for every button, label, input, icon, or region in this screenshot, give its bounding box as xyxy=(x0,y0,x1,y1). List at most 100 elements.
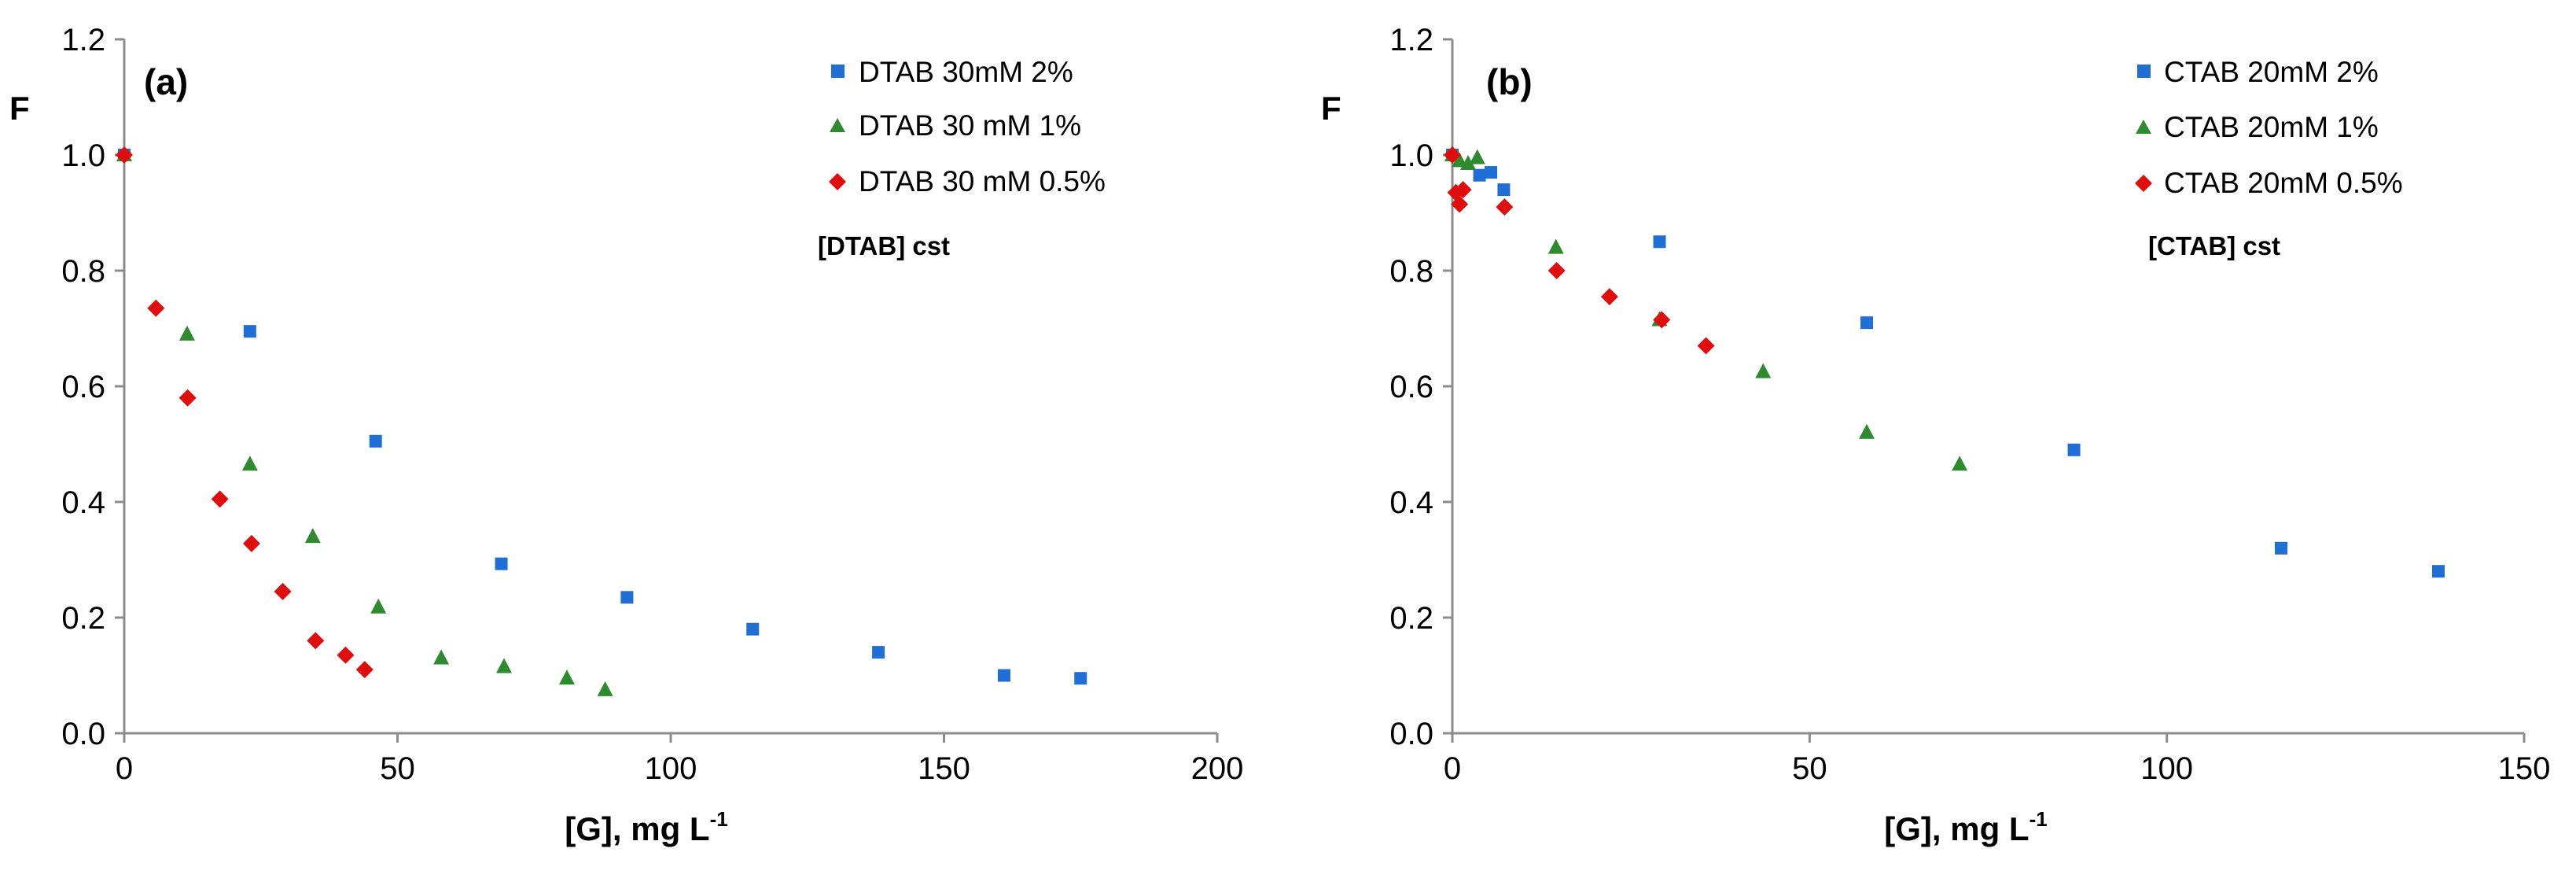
panel-b-series-1-point xyxy=(1653,235,1666,249)
panel-b-series-3-point xyxy=(1697,337,1715,355)
panel-b-series-1-point xyxy=(1485,166,1498,179)
panel-b-series-3-point xyxy=(1547,262,1566,279)
panel-b-x-tick-label: 50 xyxy=(1792,751,1827,786)
panel-a-series-2-point xyxy=(597,681,613,696)
panel-b-x-axis-title-sup: -1 xyxy=(2030,807,2048,831)
panel-a-x-tick-label: 50 xyxy=(380,751,415,786)
panel-a-series-1-point xyxy=(872,646,885,659)
panel-a-y-tick-label: 1.0 xyxy=(61,138,105,173)
panel-b-series-3-point xyxy=(1496,198,1514,216)
panel-a-y-tick-label: 0.6 xyxy=(61,370,105,404)
legend-marker-square-a xyxy=(831,65,845,78)
legend-marker-diamond-a xyxy=(829,173,846,190)
panel-b-series-1-point xyxy=(2431,565,2445,578)
panel-b-series-2-point xyxy=(1452,152,1468,168)
panel-a-series-3-point xyxy=(116,146,133,164)
panel-b-series-2-point xyxy=(1859,423,1875,439)
panel-b-y-tick-label: 0.0 xyxy=(1389,717,1433,751)
panel-a-y-axis-title: F xyxy=(9,90,30,127)
panel-a-x-axis-title: [G], mg L-1 xyxy=(565,807,727,847)
panel-a-x-tick-label: 0 xyxy=(116,751,133,786)
panel-b-legend-entry-2: CTAB 20mM 1% xyxy=(2164,111,2379,143)
panel-a-y-tick-label: 0.8 xyxy=(61,254,105,289)
panel-a-series-2-point xyxy=(496,658,513,673)
panel-b-y-tick-label: 0.4 xyxy=(1389,485,1433,520)
panel-a-series-1-point xyxy=(1074,672,1087,685)
panel-b-y-tick-label: 0.8 xyxy=(1389,254,1433,289)
panel-b-y-tick-label: 0.2 xyxy=(1389,601,1433,636)
panel-a-series-2-point xyxy=(178,325,195,341)
panel-b-x-tick-label: 150 xyxy=(2498,751,2551,786)
panel-b-label: (b) xyxy=(1486,61,1533,102)
panel-a-annotation: [DTAB] cst xyxy=(818,231,950,260)
panel-a-x-tick-label: 200 xyxy=(1191,751,1244,786)
panel-a-series-1-point xyxy=(620,591,634,604)
panel-b-series-2-point xyxy=(1547,238,1564,254)
panel-a-series-2-point xyxy=(304,528,321,544)
panel-a-x-tick-label: 150 xyxy=(918,751,970,786)
panel-b-series-3-point xyxy=(1451,195,1469,213)
panel-a-series-1-point xyxy=(243,325,256,338)
panel-b-marks xyxy=(1444,146,2445,578)
panel-a-series-3-point xyxy=(274,582,292,600)
panel-a-legend: DTAB 30mM 2% DTAB 30 mM 1% DTAB 30 mM 0.… xyxy=(829,56,1106,197)
panel-a-axes: 0.0 0.2 0.4 0.6 0.8 1.0 1.2 0 50 100 150 200 xyxy=(61,23,1243,786)
panel-a-series-2-point xyxy=(370,598,387,614)
panel-a-series-2-point xyxy=(241,456,258,471)
chart-panel-a: 0.00.20.40.60.81.01.20 50 100 150 200 (a) F … xyxy=(0,0,1288,878)
panel-b-legend-entry-3: CTAB 20mM 0.5% xyxy=(2164,167,2403,199)
panel-a-y-tick-label: 0.0 xyxy=(61,717,105,751)
panel-b-y-tick-label: 0.6 xyxy=(1389,370,1433,404)
panel-b-y-tick-label: 1.2 xyxy=(1389,23,1433,57)
panel-b-series-3-point xyxy=(1454,181,1472,199)
legend-marker-diamond-b xyxy=(2135,175,2152,192)
panel-a-marks xyxy=(116,146,1087,696)
panel-b-y-axis-title: F xyxy=(1321,90,1341,127)
panel-a-series-3-point xyxy=(355,661,374,679)
panel-a-y-tick-label: 0.4 xyxy=(61,485,105,520)
panel-a-series-2-point xyxy=(558,670,575,685)
panel-b-x-tick-label: 0 xyxy=(1444,751,1461,786)
panel-b-series-1-point xyxy=(1497,183,1511,197)
panel-b-series-3-point xyxy=(1600,288,1618,306)
panel-a-legend-entry-2: DTAB 30 mM 1% xyxy=(859,109,1081,142)
panel-a-series-1-point xyxy=(746,622,760,636)
panel-b-series-1-point xyxy=(2067,443,2081,456)
panel-a-series-1-point xyxy=(997,669,1010,682)
panel-a-y-tick-label: 1.2 xyxy=(61,23,105,57)
legend-marker-square-b xyxy=(2137,65,2151,78)
panel-a-background xyxy=(0,0,1288,878)
panel-a-series-3-point xyxy=(337,646,355,664)
panel-a-x-axis-title-main: [G], mg L xyxy=(565,810,709,847)
panel-a-series-2-point xyxy=(433,649,450,665)
panel-b-series-2-point xyxy=(1952,456,1968,471)
panel-b-series-2-point xyxy=(1459,155,1476,171)
panel-a-series-3-point xyxy=(307,632,325,650)
panel-a-series-3-point xyxy=(147,299,165,317)
panel-a-x-axis-title-sup: -1 xyxy=(710,807,728,831)
panel-b-axes: 0.0 0.2 0.4 0.6 0.8 1.0 1.2 0 50 100 150 xyxy=(1389,23,2550,786)
panel-b-series-1-point xyxy=(1473,168,1486,182)
panel-b-x-tick-label: 100 xyxy=(2140,751,2193,786)
panel-a-series-3-point xyxy=(178,389,197,407)
legend-marker-triangle-b xyxy=(2136,120,2151,134)
panel-b-series-2-point xyxy=(1755,363,1772,378)
panel-b-series-1-point xyxy=(1860,316,1874,330)
panel-a-series-3-point xyxy=(242,534,260,552)
panel-b-x-axis-title-main: [G], mg L xyxy=(1884,810,2029,847)
panel-a-legend-entry-1: DTAB 30mM 2% xyxy=(859,56,1073,88)
panel-a-label: (a) xyxy=(144,61,188,102)
panel-b-legend-entry-1: CTAB 20mM 2% xyxy=(2164,56,2379,88)
panel-a-y-tick-label: 0.2 xyxy=(61,601,105,636)
panel-b-series-3-point xyxy=(1444,146,1461,164)
panel-b-series-2-point xyxy=(1469,149,1485,164)
legend-marker-triangle-a xyxy=(830,118,845,132)
panel-b-series-3-point xyxy=(1653,311,1671,329)
panel-a-series-3-point xyxy=(211,490,229,508)
panel-a-series-1-point xyxy=(495,557,508,570)
panel-b-legend: CTAB 20mM 2% CTAB 20mM 1% CTAB 20mM 0.5% xyxy=(2135,56,2403,199)
panel-b-series-1-point xyxy=(2275,541,2288,555)
panel-b-x-axis-title: [G], mg L-1 xyxy=(1884,807,2047,847)
panel-a-legend-entry-3: DTAB 30 mM 0.5% xyxy=(859,165,1106,197)
